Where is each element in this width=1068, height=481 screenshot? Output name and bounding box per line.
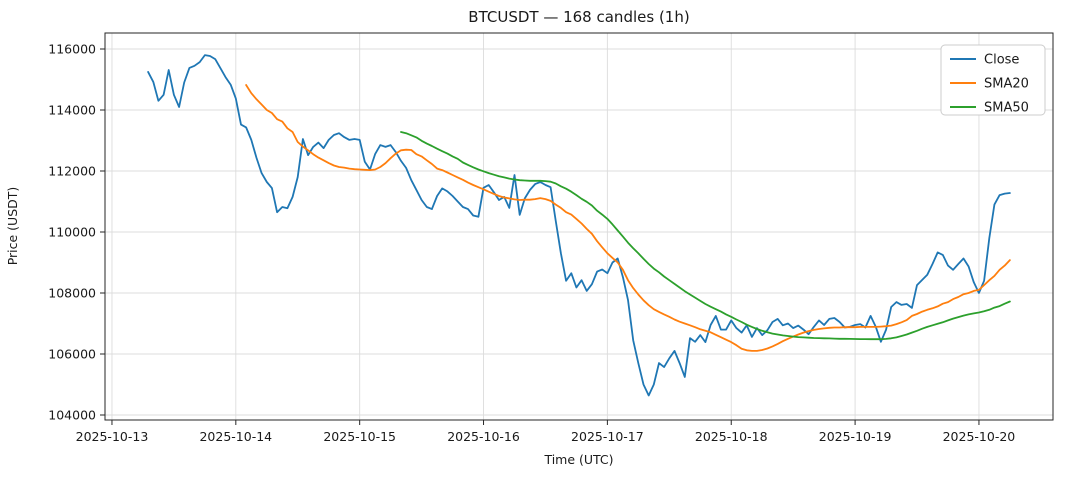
legend-box [940, 44, 1046, 116]
y-tick-label: 106000 [48, 347, 96, 362]
x-tick-label: 2025-10-16 [447, 429, 520, 444]
y-tick-label: 108000 [48, 286, 96, 301]
grid [105, 33, 1053, 420]
x-tick-label: 2025-10-18 [695, 429, 768, 444]
chart-title: BTCUSDT — 168 candles (1h) [468, 8, 689, 26]
y-tick-label: 110000 [48, 225, 96, 240]
y-tick-label: 112000 [48, 164, 96, 179]
sma20-line [245, 84, 1011, 352]
y-tick-label: 116000 [48, 42, 96, 57]
y-tick-label: 114000 [48, 103, 96, 118]
x-axis: 2025-10-13 2025-10-14 2025-10-15 2025-10-16… [76, 429, 1016, 444]
legend-label: SMA20 [984, 77, 1029, 92]
sma50-line [400, 131, 1011, 341]
x-tick-label: 2025-10-19 [819, 429, 892, 444]
y-axis: 104000 106000 108000 110000 112000 114000 1160… [48, 42, 96, 423]
y-tick-label: 104000 [48, 408, 96, 423]
y-axis-label: Price (USDT) [5, 187, 20, 266]
legend-label: Close [984, 53, 1019, 68]
axis-ticks [100, 48, 980, 425]
x-axis-label: Time (UTC) [543, 452, 613, 467]
x-tick-label: 2025-10-13 [76, 429, 149, 444]
x-tick-label: 2025-10-15 [323, 429, 396, 444]
close-line [147, 54, 1011, 397]
series-lines [147, 54, 1011, 397]
x-tick-label: 2025-10-14 [199, 429, 272, 444]
legend-label: SMA50 [984, 101, 1029, 116]
plot-border [104, 32, 1054, 421]
x-tick-label: 2025-10-20 [943, 429, 1016, 444]
x-tick-label: 2025-10-17 [571, 429, 644, 444]
legend: Close SMA20 SMA50 [940, 44, 1046, 116]
